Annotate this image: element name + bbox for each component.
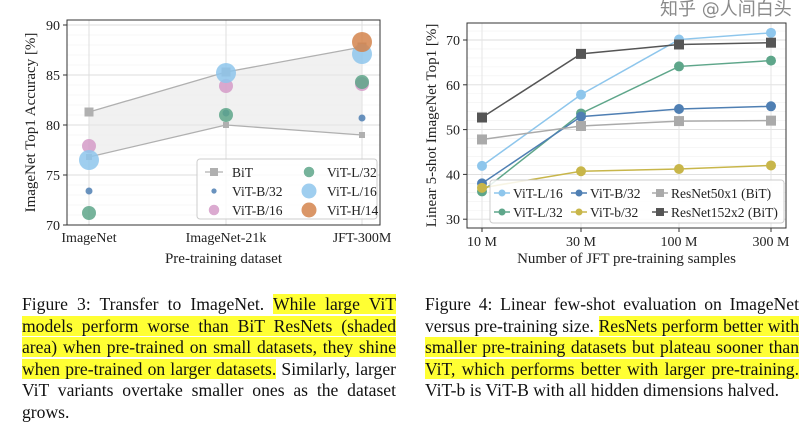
point-ViT-B/32 <box>674 103 684 114</box>
bit-marker <box>84 107 94 117</box>
x-tick-label: 300 M <box>753 235 791 250</box>
legend-label: ViT-B/32 <box>590 186 640 201</box>
y-tick-label: 50 <box>446 124 460 139</box>
legend-marker <box>301 183 317 199</box>
point-ResNet152x2 (BiT) <box>576 48 586 59</box>
legend-label: ViT-b/32 <box>590 205 638 220</box>
figure-3-caption: Figure 3: Transfer to ImageNet. While la… <box>22 294 396 424</box>
x-tick-label: 100 M <box>661 235 699 250</box>
figure-4-caption: Figure 4: Linear few-shot evaluation on … <box>425 294 799 402</box>
y-tick-label: 40 <box>446 168 460 183</box>
legend-label: ViT-B/16 <box>232 203 283 218</box>
line-ViT-L/32 <box>481 59 772 193</box>
point-ViT-B/16 <box>219 79 233 93</box>
point-ResNet50x1 (BiT) <box>766 115 776 126</box>
legend-marker <box>208 204 220 216</box>
plot-frame <box>66 19 381 226</box>
point-ViT-B/32 <box>576 111 586 122</box>
point-ResNet50x1 (BiT) <box>576 121 586 132</box>
legend <box>489 179 785 224</box>
legend-marker <box>211 188 217 194</box>
point-ViT-b/32 <box>766 160 776 171</box>
legend-marker <box>301 202 317 218</box>
point-ViT-L/32 <box>219 108 233 122</box>
point-ViT-b/32 <box>576 166 586 177</box>
legend-marker <box>575 189 583 197</box>
legend-marker <box>498 189 506 197</box>
legend-label: ViT-B/32 <box>232 184 282 199</box>
legend-marker <box>498 208 506 216</box>
point-ResNet152x2 (BiT) <box>674 39 684 50</box>
point-ViT-b/32 <box>477 182 487 193</box>
legend-label: ResNet50x1 (BiT) <box>671 186 771 201</box>
point-ResNet152x2 (BiT) <box>477 112 487 123</box>
y-tick-label: 85 <box>46 69 60 84</box>
point-ViT-L/32 <box>766 55 776 66</box>
legend-label: ViT-L/16 <box>327 184 377 199</box>
caption-text: ViT-b is ViT-B with all hidden dimension… <box>425 380 779 401</box>
y-axis-label: Linear 5-shot ImageNet Top1 [%] <box>424 24 440 228</box>
y-tick-label: 90 <box>46 19 60 34</box>
legend-label: ViT-L/32 <box>513 205 563 220</box>
legend-label: ResNet152x2 (BiT) <box>671 205 778 220</box>
line-ResNet50x1 (BiT) <box>481 119 772 141</box>
x-tick-label: ImageNet-21k <box>186 231 267 246</box>
point-ViT-B/32 <box>766 101 776 112</box>
plot-frame <box>466 22 787 229</box>
point-ViT-L/16 <box>576 89 586 100</box>
caption-text: Similarly, larger ViT variants overtake … <box>22 358 397 422</box>
y-tick-label: 70 <box>446 34 460 49</box>
y-tick-label: 70 <box>46 219 60 234</box>
x-tick-label: 30 M <box>566 235 597 250</box>
x-axis-label: Pre-training dataset <box>165 251 283 267</box>
y-tick-label: 75 <box>46 169 60 184</box>
legend-marker <box>656 189 664 197</box>
legend-marker <box>210 168 218 176</box>
legend-marker <box>656 208 664 216</box>
point-ViT-B/32 <box>358 114 366 122</box>
legend-marker <box>303 166 315 178</box>
point-ViT-L/32 <box>674 61 684 72</box>
line-ViT-B/32 <box>481 105 772 184</box>
legend-label: ViT-H/14 <box>327 203 378 218</box>
point-ViT-B/32 <box>85 187 93 195</box>
x-tick-label: ImageNet <box>61 231 116 246</box>
point-ViT-B/16 <box>82 139 96 153</box>
x-tick-label: JFT-300M <box>333 231 392 246</box>
legend-label: BiT <box>232 165 254 180</box>
caption-text: Figure 4: Linear few-shot evaluation on … <box>425 294 799 336</box>
legend-label: ViT-L/32 <box>327 165 377 180</box>
point-ResNet152x2 (BiT) <box>766 37 776 48</box>
bit-marker <box>359 132 365 138</box>
y-tick-label: 80 <box>46 119 60 134</box>
y-tick-label: 30 <box>446 213 460 228</box>
y-axis-label: ImageNet Top1 Accuracy [%] <box>23 33 39 213</box>
point-ViT-L/16 <box>766 27 776 38</box>
point-ResNet50x1 (BiT) <box>674 116 684 127</box>
line-ViT-L/16 <box>481 32 772 167</box>
watermark: 知乎 @人间白头 <box>660 0 792 20</box>
point-ViT-L/32 <box>355 75 369 89</box>
line-ResNet152x2 (BiT) <box>481 41 772 119</box>
point-ViT-L/16 <box>216 63 236 83</box>
point-ViT-L/16 <box>477 160 487 171</box>
legend-label: ViT-L/16 <box>513 186 563 201</box>
point-ViT-L/32 <box>82 206 96 220</box>
legend <box>196 158 378 220</box>
point-ResNet50x1 (BiT) <box>477 134 487 145</box>
y-tick-label: 60 <box>446 79 460 94</box>
point-ViT-H/14 <box>352 32 372 52</box>
x-axis-label: Number of JFT pre-training samples <box>517 251 736 267</box>
caption-text: Figure 3: Transfer to ImageNet. <box>22 294 273 314</box>
figures: 70 75 80 85 90 ImageNet ImageNet-21k JFT-300M Pr… <box>23 19 791 267</box>
point-ViT-L/16 <box>79 150 99 170</box>
bit-marker <box>223 122 229 128</box>
point-ViT-b/32 <box>674 164 684 175</box>
legend-marker <box>575 208 583 216</box>
x-tick-label: 10 M <box>467 235 498 250</box>
